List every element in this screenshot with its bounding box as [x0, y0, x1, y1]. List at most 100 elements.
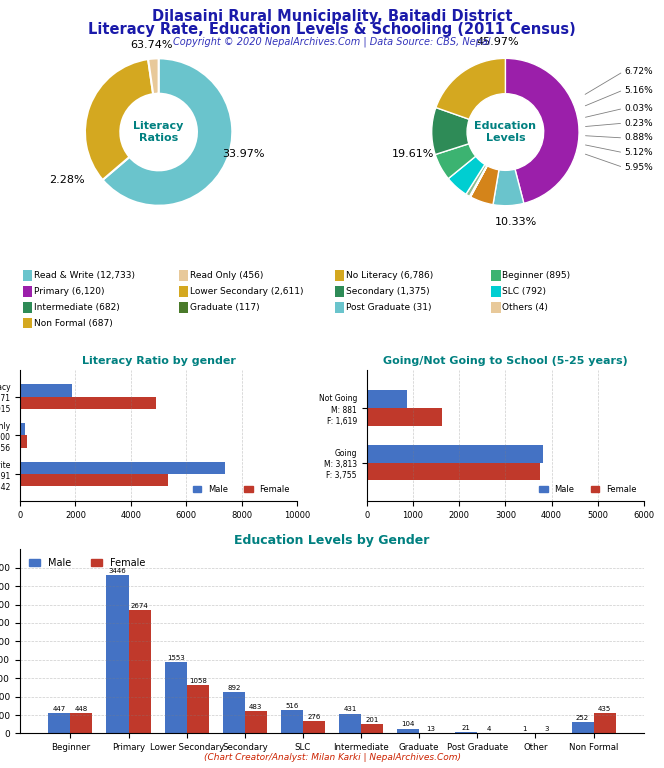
Text: Literacy
Ratios: Literacy Ratios — [133, 121, 184, 143]
Bar — [367, 463, 540, 480]
Bar — [70, 713, 92, 733]
Text: Graduate (117): Graduate (117) — [190, 303, 260, 312]
Text: 3446: 3446 — [109, 568, 126, 574]
Bar — [335, 302, 345, 313]
Bar — [187, 685, 208, 733]
Legend: Male, Female: Male, Female — [536, 482, 640, 497]
Text: 435: 435 — [598, 707, 612, 712]
Bar — [106, 574, 129, 733]
Text: 2.28%: 2.28% — [48, 175, 84, 185]
Bar — [303, 720, 325, 733]
Text: 431: 431 — [343, 707, 357, 713]
Text: 63.74%: 63.74% — [130, 40, 173, 50]
Text: Primary (6,120): Primary (6,120) — [34, 287, 104, 296]
Text: Secondary (1,375): Secondary (1,375) — [346, 287, 430, 296]
Text: 4: 4 — [486, 726, 491, 732]
Bar — [23, 286, 33, 297]
Bar — [165, 662, 187, 733]
Wedge shape — [470, 166, 487, 197]
Text: Beginner (895): Beginner (895) — [502, 271, 570, 280]
Text: SLC (792): SLC (792) — [502, 287, 546, 296]
Text: 0.88%: 0.88% — [625, 134, 653, 142]
Bar — [48, 713, 70, 733]
Text: Education
Levels: Education Levels — [474, 121, 537, 143]
Bar — [179, 302, 189, 313]
Bar — [335, 286, 345, 297]
Text: 0.03%: 0.03% — [625, 104, 653, 113]
Text: 45.97%: 45.97% — [477, 37, 519, 47]
Wedge shape — [148, 58, 159, 94]
Bar — [222, 693, 245, 733]
Bar — [23, 318, 33, 329]
Text: Read Only (456): Read Only (456) — [190, 271, 264, 280]
Text: 13: 13 — [426, 726, 435, 732]
Text: Lower Secondary (2,611): Lower Secondary (2,611) — [190, 287, 303, 296]
Wedge shape — [435, 144, 475, 179]
Bar — [20, 474, 168, 486]
Bar — [491, 286, 501, 297]
Text: 892: 892 — [227, 685, 240, 691]
Text: 1553: 1553 — [167, 655, 185, 660]
Text: 5.95%: 5.95% — [625, 163, 653, 172]
Text: No Literacy (6,786): No Literacy (6,786) — [346, 271, 434, 280]
Text: 104: 104 — [402, 721, 415, 727]
Bar — [367, 390, 408, 408]
Wedge shape — [505, 58, 579, 204]
Text: Copyright © 2020 NepalArchives.Com | Data Source: CBS, Nepal: Copyright © 2020 NepalArchives.Com | Dat… — [173, 36, 491, 47]
Text: 3: 3 — [544, 727, 548, 732]
Text: 516: 516 — [286, 703, 299, 709]
Bar — [491, 270, 501, 281]
Bar — [367, 408, 442, 425]
Title: Literacy Ratio by gender: Literacy Ratio by gender — [82, 356, 236, 366]
Bar — [367, 445, 543, 463]
Bar — [23, 302, 33, 313]
Bar — [20, 435, 27, 448]
Title: Going/Not Going to School (5-25 years): Going/Not Going to School (5-25 years) — [383, 356, 627, 366]
Bar — [572, 722, 594, 733]
Bar — [281, 710, 303, 733]
Wedge shape — [469, 165, 487, 197]
Wedge shape — [493, 169, 524, 206]
Bar — [179, 286, 189, 297]
Text: 201: 201 — [365, 717, 378, 723]
Bar — [339, 713, 361, 733]
Text: 5.16%: 5.16% — [625, 85, 653, 94]
Bar — [361, 724, 383, 733]
Text: 1058: 1058 — [189, 677, 207, 684]
Bar — [397, 729, 419, 733]
Text: 483: 483 — [249, 704, 262, 710]
Wedge shape — [471, 166, 499, 204]
Text: 33.97%: 33.97% — [222, 149, 265, 159]
Text: Non Formal (687): Non Formal (687) — [34, 319, 113, 327]
Text: 10.33%: 10.33% — [495, 217, 538, 227]
Bar — [20, 423, 25, 435]
Bar — [245, 711, 267, 733]
Text: 6.72%: 6.72% — [625, 67, 653, 76]
Bar — [23, 270, 33, 281]
Text: 19.61%: 19.61% — [392, 149, 434, 159]
Legend: Male, Female: Male, Female — [25, 554, 149, 572]
Bar — [20, 462, 225, 474]
Wedge shape — [85, 59, 153, 180]
Text: Others (4): Others (4) — [502, 303, 548, 312]
Text: Literacy Rate, Education Levels & Schooling (2011 Census): Literacy Rate, Education Levels & School… — [88, 22, 576, 38]
Text: 5.12%: 5.12% — [625, 148, 653, 157]
Bar — [335, 270, 345, 281]
Wedge shape — [436, 58, 505, 119]
Text: Post Graduate (31): Post Graduate (31) — [346, 303, 432, 312]
Text: 21: 21 — [462, 725, 471, 731]
Legend: Male, Female: Male, Female — [189, 482, 293, 497]
Text: 0.23%: 0.23% — [625, 119, 653, 127]
Text: 276: 276 — [307, 713, 321, 720]
Text: Dilasaini Rural Municipality, Baitadi District: Dilasaini Rural Municipality, Baitadi Di… — [152, 9, 512, 25]
Bar — [20, 384, 72, 397]
Wedge shape — [448, 156, 485, 194]
Text: 447: 447 — [52, 706, 66, 712]
Wedge shape — [466, 164, 487, 197]
Text: 448: 448 — [75, 706, 88, 712]
Wedge shape — [103, 58, 232, 206]
Wedge shape — [432, 108, 469, 154]
Bar — [20, 397, 156, 409]
Text: Read & Write (12,733): Read & Write (12,733) — [34, 271, 135, 280]
Text: Intermediate (682): Intermediate (682) — [34, 303, 120, 312]
